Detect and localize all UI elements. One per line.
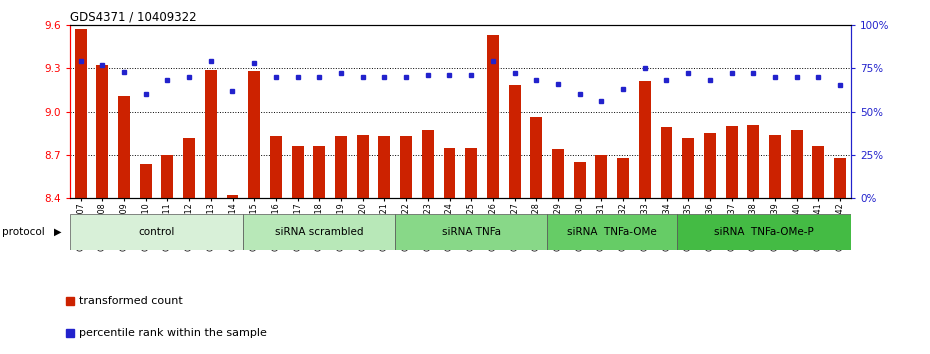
Bar [660,127,672,198]
Bar [530,117,542,198]
Bar [552,149,564,198]
Bar [677,214,851,250]
Bar [357,135,368,198]
Bar [422,130,433,198]
Bar [205,70,217,198]
Bar [487,35,498,198]
Text: siRNA TNFa: siRNA TNFa [442,227,500,237]
Bar [547,214,677,250]
Bar [574,162,586,198]
Bar [97,65,108,198]
Text: siRNA  TNFa-OMe: siRNA TNFa-OMe [567,227,658,237]
Bar [140,164,152,198]
Text: control: control [139,227,175,237]
Bar [465,148,477,198]
Bar [618,158,629,198]
Bar [379,136,391,198]
Text: siRNA scrambled: siRNA scrambled [275,227,364,237]
Bar [395,214,547,250]
Bar [183,137,195,198]
Text: transformed count: transformed count [79,296,183,306]
Bar [292,146,303,198]
Bar [725,126,737,198]
Bar [227,195,238,198]
Bar [74,29,86,198]
Bar [704,133,716,198]
Text: percentile rank within the sample: percentile rank within the sample [79,328,267,338]
Bar [683,137,694,198]
Bar [248,71,260,198]
Bar [70,214,244,250]
Text: ▶: ▶ [54,227,61,237]
Bar [313,146,326,198]
Bar [118,96,130,198]
Bar [509,85,521,198]
Bar [444,148,456,198]
Bar [595,155,607,198]
Bar [834,158,846,198]
Bar [813,146,824,198]
Text: siRNA  TNFa-OMe-P: siRNA TNFa-OMe-P [714,227,814,237]
Bar [769,135,781,198]
Bar [244,214,395,250]
Bar [790,130,803,198]
Text: protocol: protocol [2,227,45,237]
Bar [162,155,173,198]
Text: GDS4371 / 10409322: GDS4371 / 10409322 [70,11,196,24]
Bar [748,125,759,198]
Bar [400,136,412,198]
Bar [335,136,347,198]
Bar [639,81,651,198]
Bar [270,136,282,198]
